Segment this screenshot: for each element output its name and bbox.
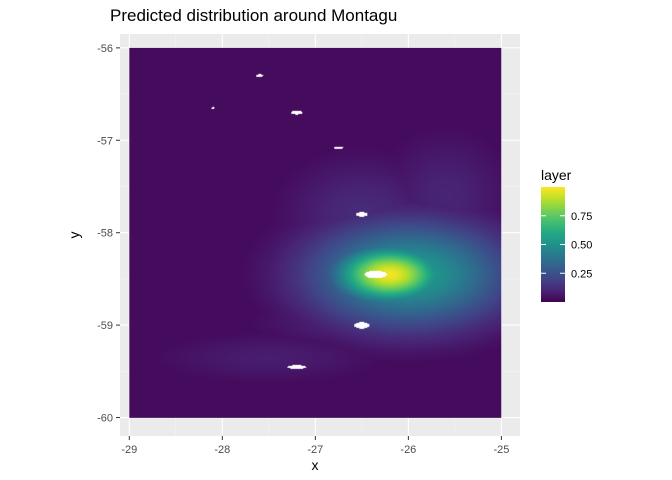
x-tick-label: -28 (214, 444, 230, 456)
x-axis-label: x (312, 457, 319, 473)
legend: layer 0.25 0.50 0.75 (541, 167, 592, 302)
y-tick-label: -60 (97, 413, 113, 425)
legend-tick-label: 0.50 (571, 240, 592, 252)
y-tick-label: -57 (97, 135, 113, 147)
y-tick-label: -59 (97, 320, 113, 332)
x-tick-label: -29 (121, 444, 137, 456)
y-tick-label: -58 (97, 228, 113, 240)
x-tick-label: -26 (400, 444, 416, 456)
y-axis-label: y (66, 232, 82, 239)
legend-tick-label: 0.25 (571, 268, 592, 280)
chart-title: Predicted distribution around Montagu (110, 6, 397, 25)
y-axis: -56 -57 -58 -59 -60 (97, 43, 120, 425)
legend-tick-label: 0.75 (571, 211, 592, 223)
x-tick-label: -27 (307, 444, 323, 456)
x-tick-label: -25 (493, 444, 509, 456)
x-axis: -29 -28 -27 -26 -25 (121, 436, 509, 456)
legend-title: layer (541, 167, 572, 183)
prediction-raster (129, 47, 502, 418)
legend-ticks: 0.25 0.50 0.75 (541, 211, 592, 280)
y-tick-label: -56 (97, 43, 113, 55)
